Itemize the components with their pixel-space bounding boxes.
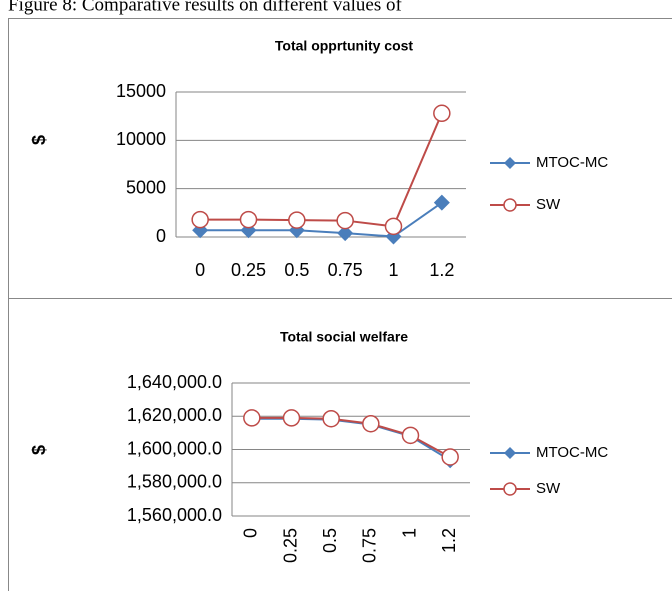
x-tick-label: 0 [195, 260, 205, 280]
marker [191, 210, 209, 229]
legend-marker [504, 157, 516, 169]
y-tick-label: 1,640,000.0 [127, 372, 222, 392]
x-tick-label: 0.75 [360, 528, 380, 563]
marker [288, 211, 306, 229]
x-tick-label: 0.75 [328, 260, 363, 280]
y-axis-label: $ [29, 135, 49, 145]
chart-frame [8, 298, 672, 591]
y-tick-label: 10000 [116, 129, 166, 149]
line [251, 417, 451, 462]
y-tick-label: 1,620,000.0 [127, 405, 222, 425]
line [200, 112, 443, 228]
marker [433, 104, 451, 123]
line [251, 416, 451, 458]
legend-label: SW [536, 480, 561, 497]
y-tick-label: 5000 [126, 177, 166, 197]
marker [384, 217, 403, 236]
y-tick-label: 1,560,000.0 [127, 505, 222, 525]
marker [401, 426, 420, 445]
x-tick-label: 0.25 [231, 260, 266, 280]
line [200, 201, 443, 238]
marker [243, 409, 261, 427]
y-axis-label: $ [29, 445, 49, 455]
y-tick-label: 1,580,000.0 [127, 472, 222, 492]
legend-marker [504, 447, 516, 459]
x-tick-label: 0.5 [320, 528, 340, 553]
y-tick-label: 0 [156, 226, 166, 246]
marker [239, 210, 258, 229]
x-tick-label: 1.2 [439, 528, 459, 553]
x-tick-label: 1 [388, 260, 398, 280]
x-tick-label: 1.2 [429, 260, 454, 280]
x-tick-label: 0 [241, 528, 261, 538]
marker [441, 448, 459, 466]
y-tick-label: 15000 [116, 81, 166, 101]
legend-label: SW [536, 196, 561, 213]
x-tick-label: 0.25 [280, 528, 300, 563]
legend-marker [503, 482, 517, 496]
chart-title: Total social welfare [280, 329, 408, 345]
x-tick-label: 0.5 [284, 260, 309, 280]
chart-title: Total opprtunity cost [275, 38, 414, 54]
marker [362, 414, 380, 433]
marker [336, 211, 354, 230]
x-tick-label: 1 [399, 528, 419, 538]
legend-marker [503, 198, 517, 212]
legend-label: MTOC-MC [536, 444, 608, 461]
legend-label: MTOC-MC [536, 154, 608, 171]
marker [433, 194, 450, 211]
caption: Figure 8: Comparative results on differe… [8, 0, 402, 15]
y-tick-label: 1,600,000.0 [127, 438, 222, 458]
marker [322, 409, 340, 428]
marker [282, 409, 301, 427]
marker [337, 225, 354, 242]
